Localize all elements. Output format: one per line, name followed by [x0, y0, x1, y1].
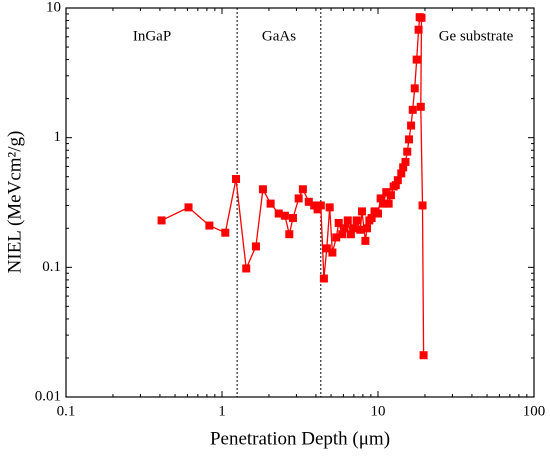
data-point — [232, 174, 241, 183]
data-point — [412, 55, 421, 64]
data-point — [319, 274, 328, 283]
data-point — [379, 199, 388, 208]
data-point — [340, 224, 349, 233]
data-point — [274, 209, 283, 218]
data-point — [298, 185, 307, 194]
y-tick-label: 1 — [54, 129, 62, 145]
data-point — [316, 201, 325, 210]
data-point — [367, 214, 376, 223]
data-point — [184, 203, 193, 212]
data-point — [384, 199, 393, 208]
data-point — [407, 121, 416, 130]
data-point — [251, 242, 260, 251]
data-point — [294, 194, 303, 203]
data-point — [304, 197, 313, 206]
data-point — [332, 233, 341, 242]
data-point — [334, 218, 343, 227]
data-point — [258, 185, 267, 194]
data-point — [349, 224, 358, 233]
data-point — [376, 194, 385, 203]
x-tick-label: 0.1 — [57, 403, 76, 419]
data-point — [221, 228, 230, 237]
y-tick-label: 0.01 — [35, 388, 61, 404]
data-point — [157, 216, 166, 225]
data-point — [346, 230, 355, 239]
data-point — [343, 216, 352, 225]
y-tick-label: 10 — [46, 0, 61, 15]
data-point — [418, 201, 427, 210]
data-point — [404, 135, 413, 144]
data-point — [328, 248, 337, 257]
data-point — [322, 244, 331, 253]
data-point — [408, 105, 417, 114]
data-point — [374, 209, 382, 218]
x-axis-title: Penetration Depth (μm) — [210, 428, 390, 449]
data-point — [205, 221, 214, 230]
data-point — [288, 214, 297, 223]
data-point — [414, 25, 423, 34]
y-axis-title: NIEL (MeVcm²/g) — [4, 131, 25, 274]
data-line — [161, 16, 425, 356]
annotation: GaAs — [262, 28, 296, 44]
data-point — [417, 13, 426, 22]
plot-frame — [65, 7, 535, 398]
annotation: InGaP — [133, 28, 171, 44]
data-point — [338, 230, 347, 239]
data-point — [419, 351, 428, 360]
data-point — [285, 230, 294, 239]
data-point — [280, 211, 289, 220]
data-point — [393, 176, 402, 185]
data-point — [382, 188, 391, 197]
data-point — [358, 207, 367, 216]
data-point — [416, 102, 425, 111]
data-point — [242, 264, 251, 273]
data-point — [386, 191, 395, 200]
data-point — [356, 225, 365, 234]
data-point — [399, 163, 408, 172]
data-point — [266, 199, 275, 208]
y-tick-label: 0.1 — [42, 259, 61, 275]
x-tick-label: 10 — [371, 403, 386, 419]
data-point — [403, 147, 412, 156]
data-point — [352, 216, 361, 225]
data-point — [362, 224, 371, 233]
annotation: Ge substrate — [439, 28, 514, 44]
data-point — [391, 181, 400, 190]
data-point — [401, 157, 410, 166]
data-point — [397, 169, 406, 178]
data-point — [410, 84, 419, 93]
data-point — [325, 203, 334, 212]
x-tick-label: 1 — [218, 403, 226, 419]
data-point — [361, 236, 370, 245]
x-tick-label: 100 — [523, 403, 546, 419]
